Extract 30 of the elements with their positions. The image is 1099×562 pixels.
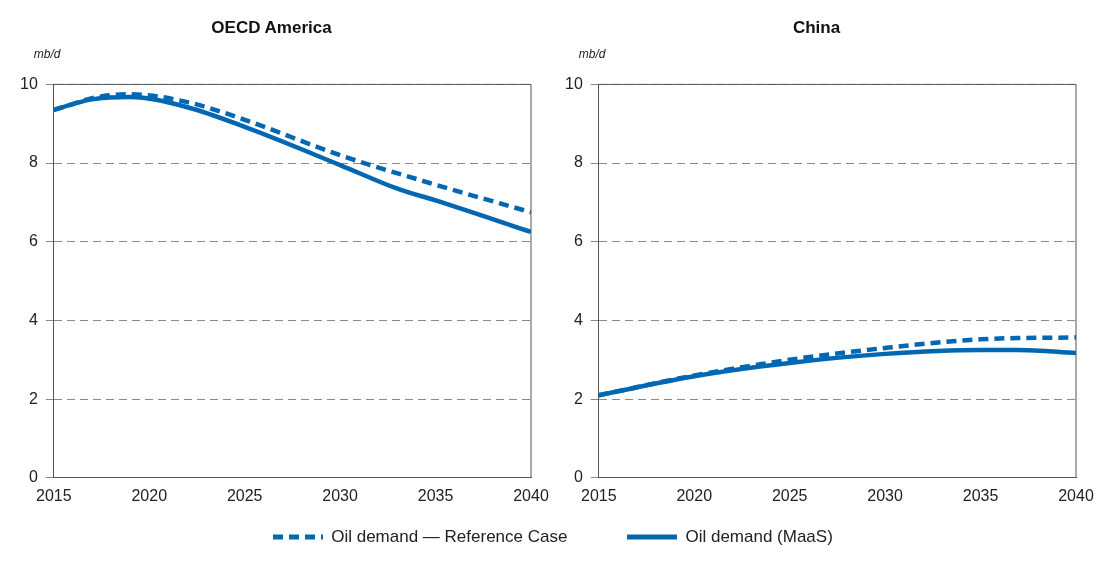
y-axis-title: mb/d: [578, 47, 606, 62]
x-tick-label: 2025: [226, 486, 263, 504]
x-tick-label: 2015: [581, 486, 617, 504]
x-tick-label: 2025: [771, 486, 808, 504]
x-tick-label: 2040: [1058, 486, 1094, 504]
x-tick-label: 2030: [322, 486, 359, 504]
legend-label: Oil demand (MaaS): [685, 527, 833, 547]
y-tick-label: 8: [28, 153, 38, 171]
x-tick-label: 2030: [867, 486, 904, 504]
y-tick-label: 0: [573, 468, 583, 486]
y-tick-label: 4: [28, 310, 38, 328]
y-tick-label: 2: [573, 389, 583, 407]
y-tick-label: 10: [20, 74, 38, 92]
y-tick-label: 8: [573, 153, 583, 171]
x-tick-label: 2020: [131, 486, 168, 504]
y-tick-label: 4: [573, 310, 583, 328]
chart-title: OECD America: [211, 17, 333, 37]
y-tick-label: 0: [28, 468, 38, 486]
x-tick-label: 2020: [676, 486, 713, 504]
y-tick-label: 10: [565, 74, 583, 92]
x-tick-label: 2035: [417, 486, 454, 504]
x-tick-label: 2035: [962, 486, 999, 504]
y-tick-label: 6: [573, 232, 583, 250]
chart-title: China: [792, 17, 841, 37]
y-tick-label: 2: [28, 389, 38, 407]
x-tick-label: 2040: [513, 486, 549, 504]
y-tick-label: 6: [28, 232, 38, 250]
x-tick-label: 2015: [36, 486, 72, 504]
y-axis-title: mb/d: [33, 47, 61, 62]
legend-label: Oil demand — Reference Case: [331, 527, 568, 547]
